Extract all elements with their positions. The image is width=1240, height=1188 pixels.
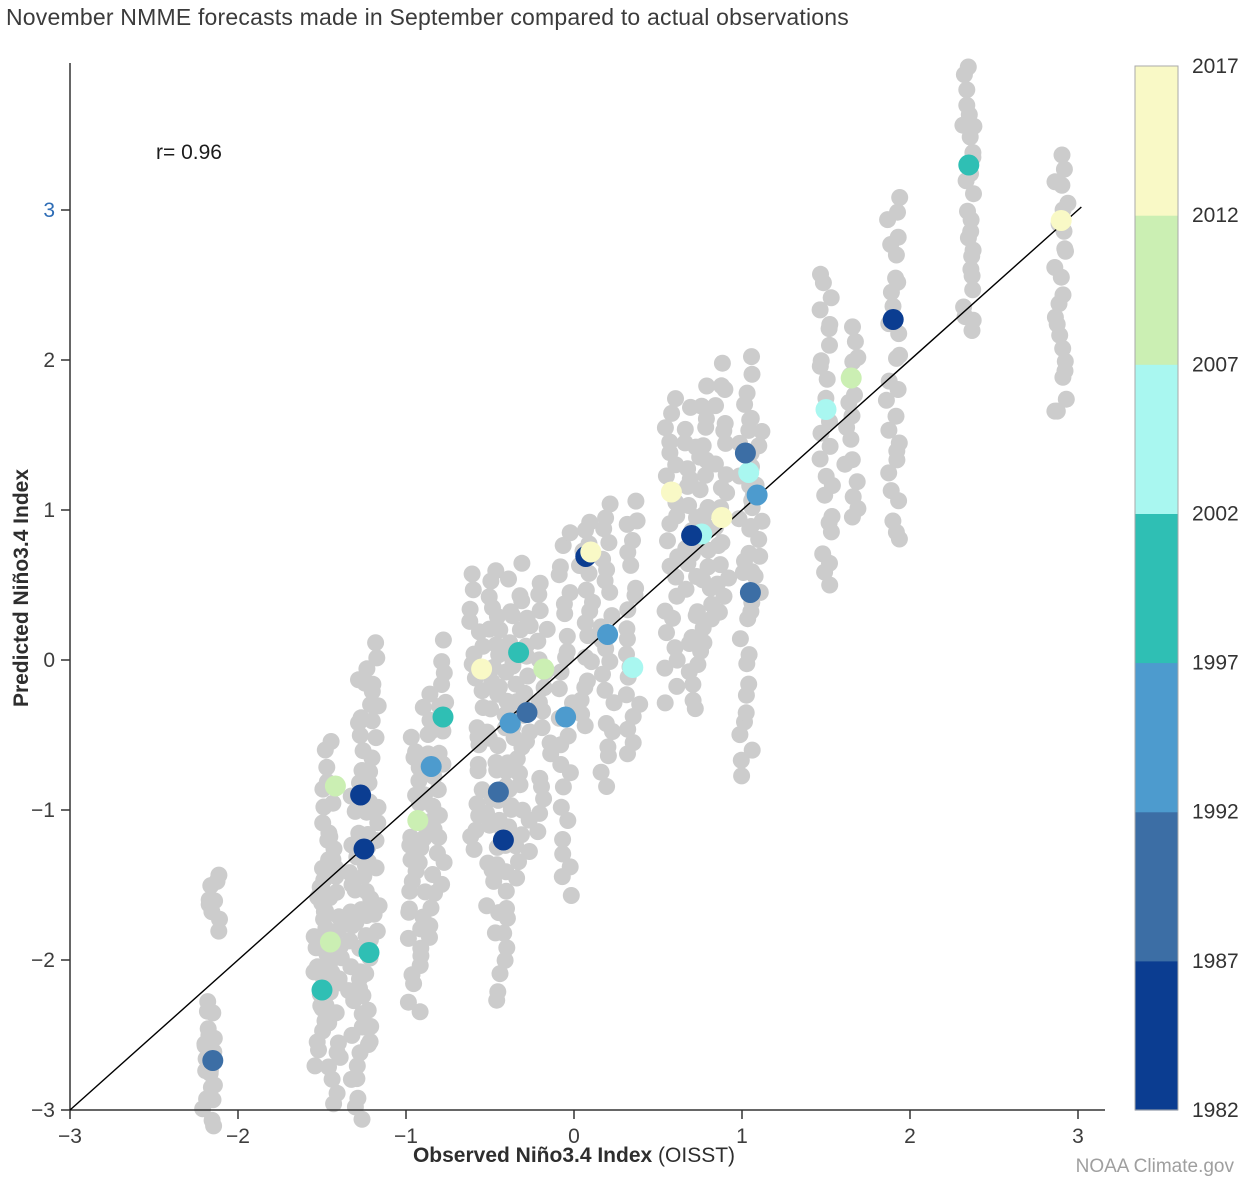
mean-point xyxy=(407,810,429,831)
mean-point xyxy=(734,442,756,464)
mean-point xyxy=(958,154,980,176)
axes xyxy=(69,63,1105,1111)
mean-point xyxy=(202,1050,224,1071)
mean-point xyxy=(746,484,768,506)
x-axis-label-main: Observed Niño3.4 Index xyxy=(412,1144,653,1167)
y-tick-label: 0 xyxy=(43,649,55,672)
colorbar-band xyxy=(1135,364,1178,514)
mean-point xyxy=(492,829,514,851)
y-axis-label: Predicted Niño3.4 Index xyxy=(10,468,33,708)
colorbar-label: 2012 xyxy=(1192,204,1239,227)
mean-point xyxy=(597,624,619,645)
mean-point xyxy=(739,582,761,603)
mean-point xyxy=(660,481,682,503)
colorbar-band xyxy=(1135,960,1178,1111)
x-tick-label: −2 xyxy=(226,1125,250,1148)
mean-point xyxy=(681,525,703,546)
mean-point xyxy=(1050,210,1072,231)
mean-point xyxy=(508,642,530,663)
x-tick-label: 1 xyxy=(736,1125,748,1148)
colorbar-label: 2007 xyxy=(1192,353,1239,376)
colorbar-band xyxy=(1135,811,1178,962)
mean-point xyxy=(487,781,509,803)
mean-point xyxy=(622,657,644,678)
colorbar-label: 1992 xyxy=(1192,801,1239,824)
colorbar-band xyxy=(1135,513,1178,664)
mean-point xyxy=(420,756,442,777)
mean-point xyxy=(516,702,538,723)
x-tick-label: 2 xyxy=(904,1125,916,1148)
ensemble-mean-points xyxy=(202,154,1072,1071)
x-tick-label: −3 xyxy=(58,1125,82,1148)
mean-point xyxy=(882,309,904,330)
colorbar-label: 2017 xyxy=(1192,55,1239,78)
identity-line xyxy=(69,206,1082,1111)
y-tick-label: 2 xyxy=(43,349,55,372)
y-tick-label: 1 xyxy=(43,499,55,522)
y-tick-label: −3 xyxy=(31,1099,55,1122)
chart-title: November NMME forecasts made in Septembe… xyxy=(6,4,849,30)
colorbar-label: 1982 xyxy=(1192,1099,1239,1122)
mean-point xyxy=(711,507,733,528)
mean-point xyxy=(353,838,375,860)
mean-point xyxy=(738,462,760,483)
colorbar-label: 2002 xyxy=(1192,502,1239,525)
y-tick-label: −2 xyxy=(31,949,55,972)
mean-point xyxy=(580,541,602,563)
mean-point xyxy=(815,399,837,420)
colorbar-label: 1987 xyxy=(1192,950,1239,973)
x-tick-label: 3 xyxy=(1072,1125,1084,1148)
x-axis-label: Observed Niño3.4 Index (OISST) xyxy=(70,1144,1078,1168)
mean-point xyxy=(840,367,862,389)
mean-point xyxy=(471,658,493,680)
y-tick-label: 3 xyxy=(43,199,55,222)
mean-point xyxy=(533,658,555,680)
tick-labels: −3 −2 −1 0 1 2 3 −3 −2 −1 0 1 2 3 xyxy=(31,199,1084,1148)
colorbar-band xyxy=(1135,662,1178,813)
mean-point xyxy=(311,979,333,1001)
mean-point xyxy=(358,942,380,963)
credit: NOAA Climate.gov xyxy=(1075,1156,1234,1177)
mean-point xyxy=(555,706,577,728)
x-axis-label-suffix: (OISST) xyxy=(658,1144,736,1167)
ensemble-members-layer xyxy=(194,58,1077,1135)
mean-point xyxy=(324,775,346,797)
x-tick-label: 0 xyxy=(568,1125,580,1148)
mean-point xyxy=(319,931,341,953)
colorbar: 2017 2012 2007 2002 1997 1992 1987 1982 xyxy=(1134,55,1239,1122)
y-tick-label: −1 xyxy=(31,799,55,822)
mean-point xyxy=(432,706,454,728)
colorbar-band xyxy=(1135,215,1178,365)
mean-point xyxy=(350,784,372,806)
mean-point xyxy=(499,712,521,734)
colorbar-band xyxy=(1135,66,1178,216)
correlation-annotation: r= 0.96 xyxy=(156,141,222,164)
x-tick-label: −1 xyxy=(394,1125,418,1148)
colorbar-label: 1997 xyxy=(1192,652,1239,675)
